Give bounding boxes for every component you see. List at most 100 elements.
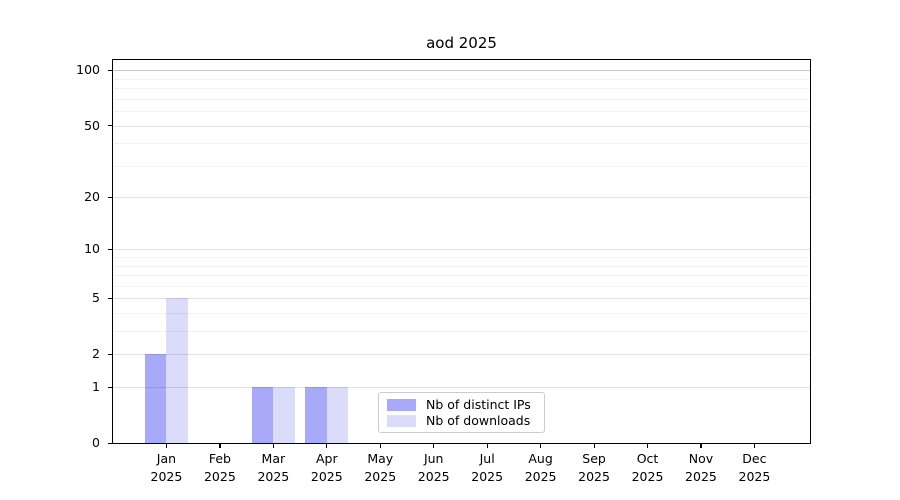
x-tick-mark <box>753 443 756 448</box>
x-tick-label: Jan 2025 <box>136 450 196 486</box>
x-tick-label: May 2025 <box>350 450 410 486</box>
y-tick-label: 1 <box>92 379 100 395</box>
chart-title: aod 2025 <box>426 34 497 52</box>
gridline-major <box>113 387 810 389</box>
x-tick-label-month: May <box>367 451 394 466</box>
gridline-major <box>113 298 810 300</box>
gridline-minor <box>113 285 810 287</box>
x-tick-label-year: 2025 <box>310 469 343 484</box>
x-tick-label-year: 2025 <box>631 469 664 484</box>
gridline-minor <box>113 257 810 259</box>
bar-downloads <box>273 387 295 443</box>
gridline-minor <box>113 331 810 333</box>
legend-label-distinct-ips: Nb of distinct IPs <box>426 397 531 412</box>
plot-area <box>113 60 810 443</box>
x-tick-label-year: 2025 <box>578 469 610 484</box>
gridline-minor <box>113 265 810 267</box>
x-tick-label-year: 2025 <box>685 469 717 484</box>
x-tick-mark <box>700 443 702 448</box>
gridline-major <box>113 197 810 199</box>
bar-downloads <box>166 298 188 443</box>
y-tick-label: 5 <box>92 290 100 306</box>
bar-downloads <box>326 387 349 443</box>
x-tick-mark <box>647 443 649 448</box>
x-tick-label-month: Jul <box>479 451 495 466</box>
bar-distinct-ips <box>145 354 167 443</box>
y-tick-label: 100 <box>76 62 100 78</box>
gridline-minor <box>113 143 810 145</box>
x-tick-label: Aug 2025 <box>511 450 571 486</box>
x-tick-label: Sep 2025 <box>564 450 624 486</box>
x-tick-label-year: 2025 <box>417 469 450 484</box>
x-tick-label: Jul 2025 <box>457 450 517 486</box>
x-tick-mark <box>272 443 275 448</box>
x-tick-mark <box>486 443 488 448</box>
y-tick-mark <box>108 386 113 388</box>
y-tick-mark <box>108 442 113 444</box>
y-tick-label: 20 <box>84 189 100 205</box>
gridline-minor <box>113 78 810 80</box>
x-tick-label-year: 2025 <box>471 469 504 484</box>
gridline-minor <box>113 88 810 90</box>
gridline-major <box>113 249 810 251</box>
x-tick-label-year: 2025 <box>364 469 397 484</box>
legend-item-downloads: Nb of downloads <box>387 413 536 428</box>
x-tick-label-month: Sep <box>582 451 606 466</box>
y-tick-mark <box>108 353 113 355</box>
bar-distinct-ips <box>251 387 274 443</box>
x-tick-label-month: Feb <box>208 451 231 466</box>
x-tick-label-year: 2025 <box>524 469 557 484</box>
x-tick-label-month: Aug <box>528 451 553 466</box>
y-tick-mark <box>108 248 113 251</box>
y-tick-mark <box>108 297 113 300</box>
gridline-major <box>113 125 810 127</box>
x-tick-label-month: Jun <box>423 451 444 466</box>
y-tick-label: 2 <box>92 346 100 362</box>
x-tick-label: Mar 2025 <box>243 450 303 486</box>
gridline-minor <box>113 165 810 167</box>
legend-item-distinct-ips: Nb of distinct IPs <box>387 397 536 412</box>
y-tick-label: 50 <box>84 117 100 133</box>
x-tick-label-month: Mar <box>261 451 286 466</box>
x-tick-label-month: Apr <box>315 451 338 466</box>
gridline-major <box>113 354 810 356</box>
x-tick-label-month: Dec <box>742 451 767 466</box>
x-tick-label-month: Jan <box>156 451 177 466</box>
x-tick-mark <box>326 443 328 448</box>
x-tick-label: Nov 2025 <box>671 450 731 486</box>
x-tick-mark <box>540 443 542 448</box>
bars-layer <box>113 60 810 443</box>
x-tick-mark <box>593 443 595 448</box>
x-tick-label-year: 2025 <box>738 469 771 484</box>
x-tick-label-year: 2025 <box>257 469 290 484</box>
y-tick-label: 10 <box>84 241 100 257</box>
legend: Nb of distinct IPs Nb of downloads <box>378 392 545 433</box>
x-tick-label: Feb 2025 <box>190 450 250 486</box>
x-tick-label: Apr 2025 <box>297 450 357 486</box>
y-tick-mark <box>108 69 113 72</box>
y-tick-mark <box>108 125 113 127</box>
legend-swatch-distinct-ips <box>387 398 416 411</box>
x-tick-mark <box>379 443 381 448</box>
grid-layer <box>113 60 810 443</box>
x-tick-label: Oct 2025 <box>618 450 678 486</box>
x-tick-mark <box>219 443 221 448</box>
x-tick-label-year: 2025 <box>203 469 236 484</box>
x-tick-label-month: Oct <box>636 451 659 466</box>
x-tick-mark <box>433 443 435 448</box>
x-tick-mark <box>165 443 168 448</box>
gridline-minor <box>113 275 810 277</box>
bar-distinct-ips <box>305 387 327 443</box>
gridline-minor <box>113 98 810 100</box>
x-tick-label: Dec 2025 <box>724 450 784 486</box>
x-tick-label-year: 2025 <box>150 469 183 484</box>
x-tick-label: Jun 2025 <box>404 450 464 486</box>
x-tick-label-month: Nov <box>688 451 714 466</box>
y-tick-mark <box>108 196 113 198</box>
gridline-minor <box>113 111 810 113</box>
plot-frame <box>112 59 811 444</box>
legend-swatch-downloads <box>387 414 416 427</box>
legend-label-downloads: Nb of downloads <box>426 413 531 428</box>
gridline-major <box>113 70 810 72</box>
